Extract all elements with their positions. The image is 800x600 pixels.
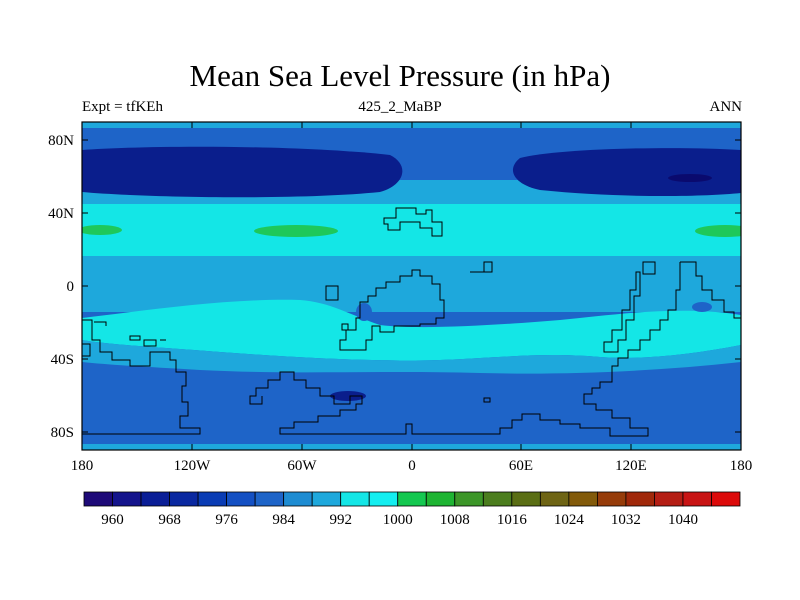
colorbar-swatch	[568, 491, 598, 507]
coastline-islet-4	[483, 397, 491, 403]
high-west-pacific	[82, 225, 122, 235]
lat-label-0: 0	[67, 279, 75, 295]
colorbar-swatch	[711, 491, 741, 507]
colorbar-label: 1024	[554, 512, 585, 528]
colorbar-swatch	[169, 491, 199, 507]
north-low-small	[668, 174, 712, 182]
colorbar-swatch	[682, 491, 712, 507]
lat-label-80n: 80N	[48, 133, 74, 149]
coastline-islet-2	[341, 323, 349, 331]
coastline-sw-bay	[82, 343, 91, 357]
colorbar-swatch	[197, 491, 228, 507]
coastline-australia	[249, 261, 741, 437]
map-title: Mean Sea Level Pressure (in hPa)	[189, 58, 611, 93]
period-label: 425_2_MaBP	[358, 99, 442, 115]
colorbar-swatch	[425, 491, 456, 507]
lon-axis: 180 120W 60W 0 60E 120E 180	[71, 122, 753, 474]
colorbar-swatch	[254, 491, 285, 507]
high-east-pacific	[695, 225, 741, 237]
south-low-atlantic	[330, 391, 366, 401]
colorbar-swatch	[511, 491, 541, 507]
colorbar-label: 976	[215, 512, 238, 528]
north-low-east	[512, 148, 741, 197]
colorbar-swatch	[226, 491, 256, 507]
equatorial-band	[82, 256, 741, 312]
colorbar-label: 1008	[440, 512, 470, 528]
coastline-southwest	[82, 319, 201, 435]
lon-label-60w: 60W	[287, 458, 317, 474]
colorbar: 960 968 976 984 992 1000 1008 1016 1024 1032 1040	[83, 491, 741, 528]
colorbar-label: 1016	[497, 512, 528, 528]
lon-label-180e: 180	[730, 458, 753, 474]
colorbar-label: 1000	[383, 512, 413, 528]
colorbar-swatch	[368, 491, 399, 507]
lon-tick-marks	[81, 122, 742, 450]
pressure-field	[82, 122, 741, 450]
colorbar-swatch	[539, 491, 570, 507]
coastline-islet-3	[642, 261, 656, 275]
colorbar-swatch	[140, 491, 170, 507]
lat-label-40n: 40N	[48, 206, 74, 222]
lat-tick-marks	[82, 139, 741, 433]
north-low-west	[82, 146, 403, 198]
coastlines	[82, 207, 741, 437]
colorbar-label: 960	[101, 512, 124, 528]
lat-label-80s: 80S	[51, 425, 74, 441]
colorbar-swatch	[482, 491, 513, 507]
north-cyan-band	[82, 204, 741, 262]
colorbar-swatch	[625, 491, 655, 507]
colorbar-label: 1032	[611, 512, 641, 528]
lon-label-120w: 120W	[174, 458, 212, 474]
lat-axis: 80N 40N 0 40S 80S	[48, 133, 741, 441]
colorbar-label: 968	[158, 512, 181, 528]
colorbar-label: 992	[329, 512, 352, 528]
coastline-asia-east	[603, 271, 641, 353]
colorbar-swatch	[596, 491, 627, 507]
colorbar-swatch	[283, 491, 313, 507]
lon-label-60e: 60E	[509, 458, 533, 474]
coastline-patagonia	[94, 321, 166, 347]
south-cyan-band	[82, 299, 741, 361]
coastline-islet-1	[325, 285, 339, 301]
season-label: ANN	[709, 99, 743, 115]
colorbar-swatch	[311, 491, 342, 507]
colorbar-swatch	[340, 491, 370, 507]
colorbar-swatch	[112, 491, 142, 507]
coastline-africa	[339, 269, 445, 351]
south-low-pacific	[692, 302, 712, 312]
lon-label-0: 0	[408, 458, 416, 474]
coastline-north-block	[383, 207, 443, 237]
colorbar-label: 984	[272, 512, 295, 528]
colorbar-swatch	[83, 491, 113, 507]
lon-label-120e: 120E	[615, 458, 647, 474]
coastline-east-block	[470, 261, 493, 273]
experiment-label: Expt = tfKEh	[82, 99, 163, 115]
colorbar-swatch	[454, 491, 484, 507]
south-light-band	[82, 340, 741, 374]
colorbar-swatch	[654, 491, 684, 507]
colorbar-swatch	[397, 491, 427, 507]
colorbar-label: 1040	[668, 512, 698, 528]
high-atlantic	[254, 225, 338, 237]
lon-label-180w: 180	[71, 458, 94, 474]
lat-label-40s: 40S	[51, 352, 74, 368]
